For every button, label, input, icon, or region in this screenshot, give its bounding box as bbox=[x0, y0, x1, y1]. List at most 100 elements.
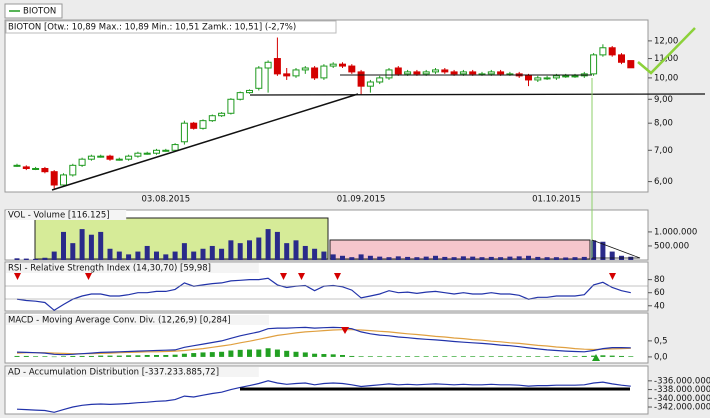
candle-body bbox=[13, 164, 21, 167]
histogram-bar bbox=[386, 356, 392, 357]
y-tick-label: 12,00 bbox=[654, 36, 678, 46]
bar bbox=[200, 248, 206, 260]
candle-body bbox=[264, 61, 272, 69]
histogram-bar bbox=[470, 356, 476, 357]
histogram-bar bbox=[628, 356, 634, 357]
y-tick-label: 500.000 bbox=[654, 241, 689, 251]
bar bbox=[51, 251, 57, 260]
bar bbox=[451, 257, 457, 260]
histogram-bar bbox=[516, 356, 522, 357]
bar bbox=[98, 231, 104, 260]
candle-body bbox=[301, 67, 309, 71]
candle-body bbox=[87, 155, 95, 160]
histogram-bar bbox=[107, 355, 113, 357]
histogram-bar bbox=[181, 353, 187, 357]
histogram-bar bbox=[247, 349, 252, 357]
panel-title: MACD - Moving Average Conv. Div. (12,26,… bbox=[8, 316, 231, 326]
x-tick-label: 01.09.2015 bbox=[337, 195, 386, 205]
panel-title: VOL - Volume [116.125] bbox=[8, 211, 110, 221]
histogram-bar bbox=[367, 356, 373, 357]
histogram-bar bbox=[544, 356, 550, 357]
candle-body bbox=[590, 54, 598, 75]
y-tick-label: -340.000.000 bbox=[654, 394, 710, 404]
bar bbox=[442, 256, 448, 260]
histogram-bar bbox=[163, 354, 169, 357]
histogram-bar bbox=[33, 356, 39, 357]
candle-body bbox=[562, 75, 570, 78]
candle-body bbox=[404, 71, 412, 75]
bar bbox=[209, 245, 215, 260]
bar bbox=[609, 251, 615, 260]
histogram-bar bbox=[144, 354, 150, 357]
histogram-bar bbox=[312, 353, 318, 357]
panel-title: BIOTON [Otw.: 10,89 Max.: 10,89 Min.: 10… bbox=[8, 23, 296, 33]
histogram-bar bbox=[237, 349, 243, 357]
histogram-bar bbox=[209, 352, 215, 357]
candle-body bbox=[627, 60, 635, 69]
bar bbox=[572, 257, 578, 260]
histogram-bar bbox=[563, 356, 569, 357]
bar bbox=[219, 248, 225, 260]
y-tick-label: 9,00 bbox=[654, 95, 673, 105]
histogram-bar bbox=[600, 355, 606, 357]
title-box bbox=[5, 20, 337, 34]
bar bbox=[237, 243, 243, 260]
histogram-bar bbox=[23, 355, 29, 357]
bar bbox=[358, 254, 364, 260]
histogram-bar bbox=[591, 355, 597, 357]
histogram-bar bbox=[340, 354, 345, 357]
bar bbox=[163, 254, 169, 260]
y-tick-label: -342.000.000 bbox=[654, 403, 710, 413]
y-tick-label: 0,0 bbox=[654, 352, 668, 362]
candle-body bbox=[413, 71, 421, 75]
histogram-bar bbox=[553, 356, 559, 357]
bar bbox=[498, 257, 504, 260]
histogram-bar bbox=[460, 356, 466, 357]
bar bbox=[433, 255, 438, 260]
histogram-bar bbox=[609, 355, 615, 357]
histogram-bar bbox=[51, 356, 57, 358]
y-tick-label: 80 bbox=[654, 275, 665, 285]
bar bbox=[340, 255, 345, 260]
histogram-bar bbox=[321, 354, 327, 357]
bar bbox=[507, 256, 513, 260]
title-box bbox=[6, 367, 259, 377]
histogram-bar bbox=[70, 355, 76, 357]
bar bbox=[405, 256, 411, 260]
bar bbox=[330, 254, 336, 260]
signal-marker bbox=[341, 327, 349, 334]
histogram-bar bbox=[572, 356, 578, 357]
signal-marker bbox=[592, 354, 600, 361]
candle-body bbox=[487, 71, 495, 75]
y-tick-label: 40 bbox=[654, 301, 665, 311]
candle-body bbox=[329, 63, 337, 67]
bar bbox=[321, 251, 327, 260]
check-mark bbox=[637, 27, 696, 75]
candle-body bbox=[22, 166, 30, 169]
bar bbox=[274, 231, 280, 260]
bar bbox=[181, 243, 187, 260]
histogram-bar bbox=[498, 356, 504, 357]
volume-highlight bbox=[34, 217, 329, 260]
candle-body bbox=[69, 164, 77, 176]
candle-body bbox=[571, 75, 579, 78]
bar bbox=[61, 231, 66, 260]
candle-body bbox=[311, 67, 319, 79]
histogram-bar bbox=[526, 356, 531, 357]
candle-body bbox=[376, 77, 384, 83]
candle-body bbox=[497, 71, 505, 75]
candle-body bbox=[41, 167, 49, 173]
histogram-bar bbox=[284, 350, 290, 357]
bar bbox=[265, 229, 271, 260]
signal-marker bbox=[298, 273, 305, 280]
annotations bbox=[5, 27, 706, 391]
candle-body bbox=[199, 120, 207, 129]
volume-highlight bbox=[329, 239, 591, 260]
y-tick-label: 6,00 bbox=[654, 177, 673, 187]
panel-title: AD - Accumulation Distribution [-337.233… bbox=[8, 368, 219, 378]
bar bbox=[302, 245, 308, 260]
candle-body bbox=[394, 67, 402, 75]
histogram-bar bbox=[395, 356, 401, 357]
bar bbox=[228, 240, 234, 260]
